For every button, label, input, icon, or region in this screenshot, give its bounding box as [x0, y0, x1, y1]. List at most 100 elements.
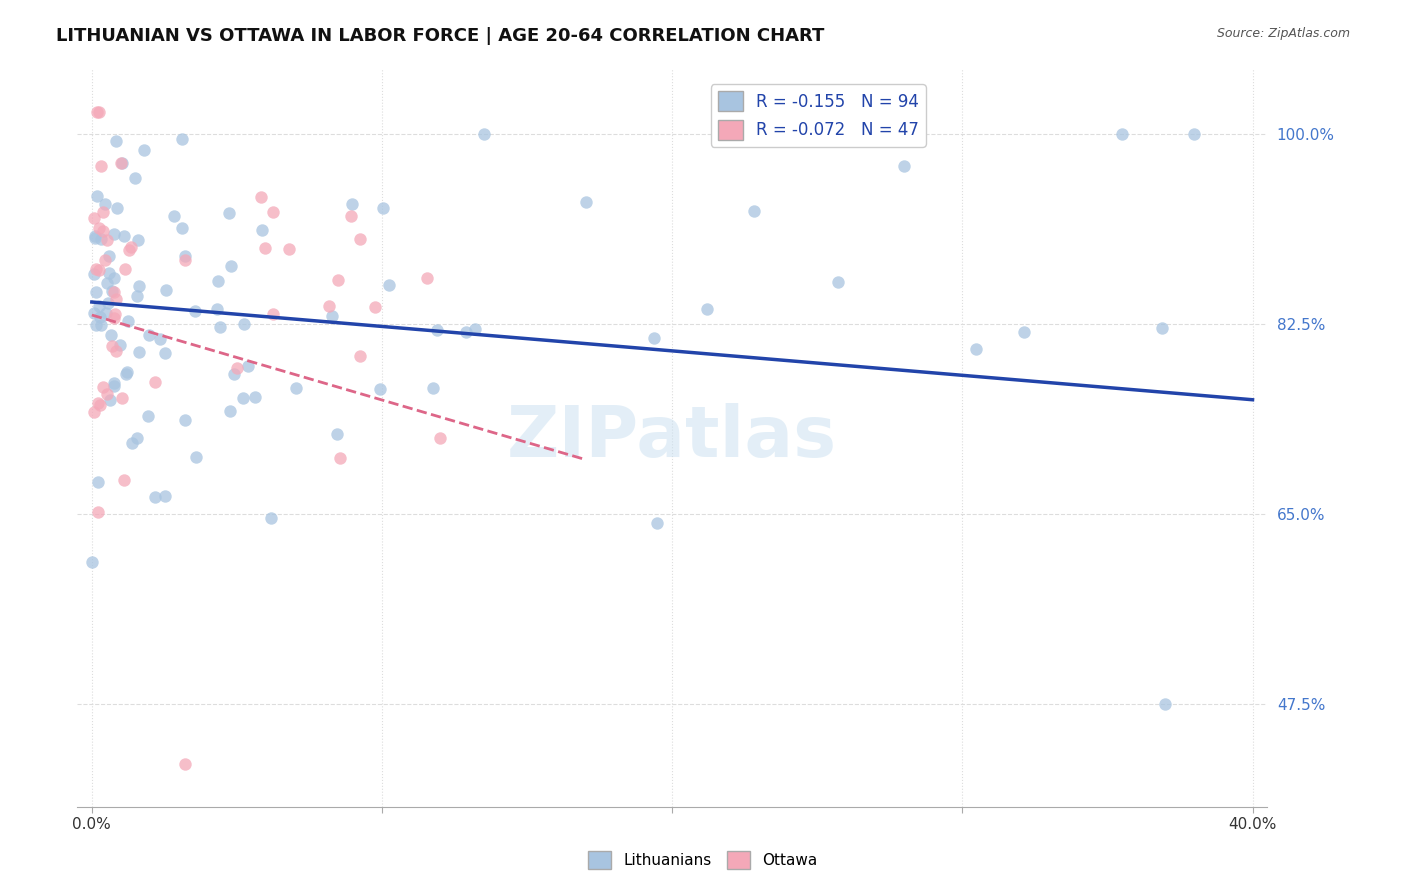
Point — [250, 223, 273, 237]
Legend: Lithuanians, Ottawa: Lithuanians, Ottawa — [582, 845, 824, 875]
Point — [103, 227, 125, 241]
Point — [104, 307, 127, 321]
Point — [93, 224, 115, 238]
Point — [128, 279, 150, 293]
Point — [120, 240, 142, 254]
Point — [456, 326, 478, 340]
Point — [83, 405, 105, 419]
Point — [262, 204, 284, 219]
Point — [340, 209, 363, 223]
Point — [97, 249, 120, 263]
Point — [82, 555, 104, 569]
Point — [464, 321, 486, 335]
Point — [575, 194, 598, 209]
Point — [321, 309, 343, 323]
Legend: R = -0.155   N = 94, R = -0.072   N = 47: R = -0.155 N = 94, R = -0.072 N = 47 — [711, 84, 925, 146]
Point — [111, 391, 134, 405]
Point — [143, 491, 166, 505]
Point — [1111, 127, 1133, 141]
Point — [103, 271, 125, 285]
Point — [232, 318, 254, 332]
Point — [124, 171, 146, 186]
Point — [174, 413, 197, 427]
Point — [136, 409, 159, 424]
Point — [87, 263, 110, 277]
Point — [91, 205, 114, 219]
Point — [83, 211, 105, 225]
Point — [170, 132, 193, 146]
Point — [125, 289, 148, 303]
Point — [115, 367, 138, 381]
Point — [238, 359, 260, 373]
Point — [429, 431, 451, 445]
Point — [422, 381, 444, 395]
Point — [243, 391, 266, 405]
Point — [89, 399, 111, 413]
Point — [342, 196, 364, 211]
Point — [96, 306, 118, 320]
Point — [326, 427, 349, 442]
Point — [89, 318, 111, 333]
Point — [262, 307, 284, 321]
Point — [349, 232, 371, 246]
Text: LITHUANIAN VS OTTAWA IN LABOR FORCE | AGE 20-64 CORRELATION CHART: LITHUANIAN VS OTTAWA IN LABOR FORCE | AG… — [56, 27, 824, 45]
Point — [250, 190, 273, 204]
Point — [893, 159, 915, 173]
Point — [101, 284, 124, 298]
Point — [205, 301, 228, 316]
Point — [103, 379, 125, 393]
Point — [184, 304, 207, 318]
Point — [86, 105, 108, 120]
Point — [118, 243, 141, 257]
Point — [349, 349, 371, 363]
Point — [83, 268, 105, 282]
Point — [128, 344, 150, 359]
Point — [86, 475, 108, 489]
Point — [97, 296, 120, 310]
Point — [1154, 697, 1177, 711]
Point — [645, 516, 668, 531]
Point — [370, 382, 392, 396]
Point — [110, 156, 132, 170]
Point — [149, 332, 172, 346]
Text: Source: ZipAtlas.com: Source: ZipAtlas.com — [1216, 27, 1350, 40]
Point — [253, 241, 276, 255]
Point — [127, 431, 149, 445]
Text: ZIPatlas: ZIPatlas — [508, 403, 837, 472]
Point — [371, 201, 394, 215]
Point — [96, 277, 118, 291]
Point — [425, 323, 447, 337]
Point — [329, 450, 352, 465]
Point — [174, 252, 197, 267]
Point — [103, 285, 125, 300]
Point — [93, 253, 115, 268]
Point — [83, 230, 105, 244]
Point — [108, 338, 131, 352]
Point — [112, 229, 135, 244]
Point — [143, 375, 166, 389]
Point — [100, 327, 122, 342]
Point — [285, 381, 308, 395]
Point — [472, 127, 495, 141]
Point — [326, 273, 349, 287]
Point — [364, 300, 387, 314]
Point — [84, 318, 107, 333]
Point — [232, 392, 254, 406]
Point — [89, 221, 111, 235]
Point — [742, 204, 765, 219]
Point — [416, 270, 439, 285]
Point — [117, 314, 139, 328]
Point — [696, 302, 718, 317]
Point — [96, 387, 118, 401]
Point — [83, 306, 105, 320]
Point — [111, 155, 134, 169]
Point — [207, 274, 229, 288]
Point — [90, 232, 112, 246]
Point — [112, 473, 135, 487]
Point — [104, 134, 127, 148]
Point — [260, 511, 283, 525]
Point — [105, 201, 128, 215]
Point — [827, 275, 849, 289]
Point — [222, 367, 245, 381]
Point — [163, 209, 186, 223]
